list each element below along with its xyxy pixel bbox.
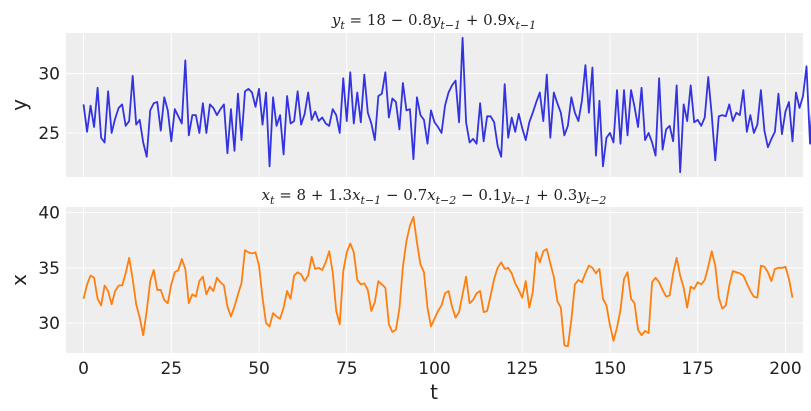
series-top xyxy=(82,36,811,174)
x-tick-label: 25 xyxy=(160,359,182,379)
x-tick-label: 75 xyxy=(336,359,358,379)
y-tick-label: 30 xyxy=(38,314,60,334)
series-bottom xyxy=(82,216,794,348)
y-ticks-top: 25 30 xyxy=(38,64,60,144)
x-tick-label: 200 xyxy=(769,359,801,379)
series-line xyxy=(82,36,811,174)
y-axis-label-bottom: x xyxy=(7,274,31,286)
y-axis-label-top: y xyxy=(7,99,31,111)
x-tick-label: 0 xyxy=(78,359,89,379)
panel-bottom: 30 35 40 0 25 50 75 100 125 150 175 200 xt = 8 + 1… xyxy=(7,186,803,404)
y-tick-label: 25 xyxy=(38,124,60,144)
y-tick-label: 30 xyxy=(38,64,60,84)
series-line xyxy=(82,216,794,348)
grid-top xyxy=(66,33,803,177)
title-top: yt = 18 − 0.8yt−1 + 0.9xt−1 xyxy=(331,11,536,32)
x-tick-label: 175 xyxy=(681,359,713,379)
y-tick-label: 40 xyxy=(38,204,60,224)
x-tick-label: 150 xyxy=(594,359,626,379)
y-tick-label: 35 xyxy=(38,259,60,279)
x-tick-label: 125 xyxy=(506,359,538,379)
x-tick-label: 50 xyxy=(248,359,270,379)
y-ticks-bottom: 30 35 40 xyxy=(38,204,60,335)
panel-top: 25 30 yt = 18 − 0.8yt−1 + 0.9xt−1 y xyxy=(7,11,811,177)
title-bottom: xt = 8 + 1.3xt−1 − 0.7xt−2 − 0.1yt−1 + 0… xyxy=(262,186,607,207)
grid-bottom xyxy=(66,207,803,353)
x-axis-label: t xyxy=(430,380,438,404)
x-ticks-bottom: 0 25 50 75 100 125 150 175 200 xyxy=(78,359,802,379)
x-tick-label: 100 xyxy=(418,359,450,379)
